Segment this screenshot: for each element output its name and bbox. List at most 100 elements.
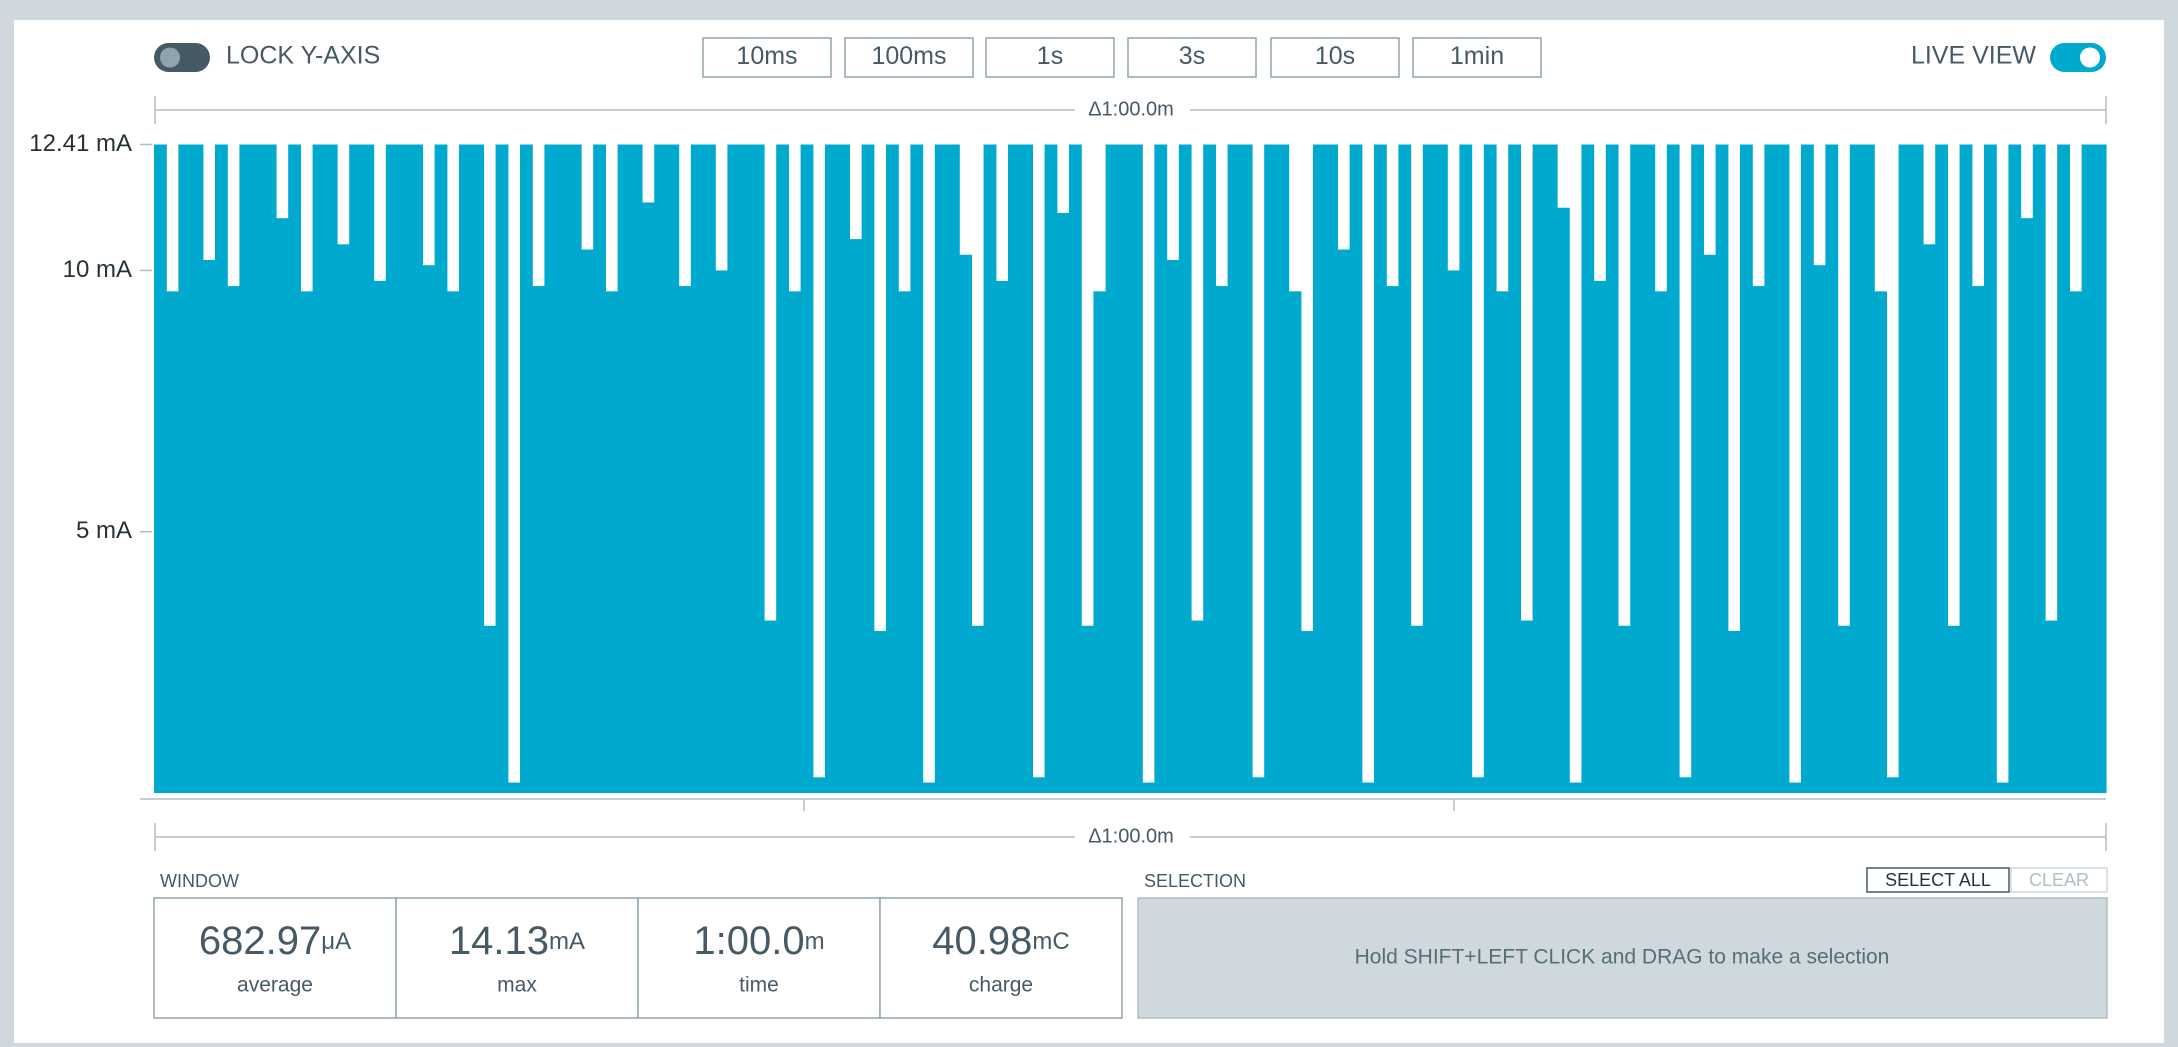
bar (1142, 782, 1155, 793)
bar (1349, 144, 1363, 793)
clear-text: CLEAR (2029, 870, 2089, 890)
time-button[interactable]: 10s (1270, 37, 1400, 78)
live-toggle[interactable] (2050, 43, 2106, 72)
bar (617, 144, 631, 793)
bar (1569, 782, 1582, 793)
bar (1361, 782, 1375, 793)
bar (642, 202, 655, 794)
bar (190, 144, 204, 793)
bar (605, 291, 619, 793)
bar (507, 782, 521, 793)
bar (1154, 144, 1168, 793)
bar (312, 144, 326, 793)
live-label: LIVE VIEW (1911, 42, 2036, 70)
bar (1581, 144, 1595, 793)
time-button[interactable]: 1s (985, 37, 1115, 78)
bar (288, 144, 301, 793)
plot: 5 mA 10 mA 12.41 mA (29, 130, 2107, 794)
button-frame (1412, 37, 1542, 78)
bar (751, 144, 765, 793)
bar (1544, 144, 1558, 793)
bar (385, 144, 399, 793)
bar (1130, 144, 1143, 793)
bar (2020, 218, 2034, 794)
time-button[interactable]: 10ms (702, 37, 832, 78)
bar (1252, 777, 1265, 793)
bar (1032, 777, 1046, 793)
bar (349, 144, 362, 793)
stat-unit: μA (321, 928, 351, 955)
bottom-delta: Δ1:00.0m (1088, 825, 1174, 847)
bar (922, 782, 936, 793)
bar (1105, 144, 1119, 793)
bar (934, 144, 948, 793)
bar (800, 144, 814, 793)
bar (1520, 620, 1534, 793)
clear-button[interactable]: CLEAR (2010, 867, 2108, 893)
time-button[interactable]: 1min (1412, 37, 1542, 78)
bar (1325, 144, 1338, 793)
bar (971, 625, 985, 793)
bar (1984, 144, 1997, 793)
bar (581, 249, 594, 794)
bar (1715, 144, 1729, 793)
button-frame (1270, 37, 1400, 78)
bar (1557, 207, 1570, 794)
bar (1642, 144, 1656, 793)
selection-box[interactable] (1137, 897, 2108, 1019)
bar (1459, 144, 1473, 793)
bar (1008, 144, 1021, 793)
bar (1862, 144, 1875, 793)
y-tick-label: 12.41 mA (29, 130, 132, 157)
x-axis (140, 798, 2106, 811)
time-button[interactable]: 3s (1127, 37, 1257, 78)
bar (739, 144, 753, 793)
stat-number: 682.97 (199, 919, 321, 963)
bar (959, 254, 972, 793)
bar (324, 144, 338, 793)
bar (1300, 631, 1314, 793)
y-tick-label: 10 mA (63, 256, 132, 283)
bar (1044, 144, 1058, 793)
bar (178, 144, 192, 793)
bar (215, 144, 228, 793)
bar (1666, 144, 1680, 793)
bar (2069, 291, 2083, 793)
button-text: 1s (1037, 42, 1063, 70)
bar (1069, 144, 1082, 793)
bar (678, 286, 692, 793)
stat-unit: mC (1032, 928, 1069, 955)
bar (1593, 280, 1607, 793)
button-frame (1866, 867, 2010, 893)
button-frame (1127, 37, 1257, 78)
bar (947, 144, 960, 793)
bar (1203, 144, 1216, 793)
bar (361, 144, 375, 793)
bar (1740, 144, 1753, 793)
button-frame (985, 37, 1115, 78)
bar (373, 280, 387, 793)
bar (654, 144, 667, 793)
bar (1849, 144, 1863, 793)
lock-toggle[interactable] (154, 43, 210, 72)
bar (2008, 144, 2022, 793)
stat-value: 682.97μA (199, 919, 351, 963)
bar (1020, 144, 1033, 793)
bar (1483, 144, 1497, 793)
bar (239, 144, 253, 793)
stat-cell (395, 897, 639, 1019)
bar (995, 280, 1009, 793)
bar (1264, 144, 1277, 793)
stat-unit: m (805, 928, 825, 955)
stat-caption: average (237, 974, 313, 997)
bar (300, 291, 314, 793)
stat-number: 1:00.0 (693, 919, 804, 963)
bar (886, 144, 899, 793)
button-text: 100ms (871, 42, 946, 70)
stat-number: 40.98 (932, 919, 1032, 963)
bar (568, 144, 582, 793)
select-all-button[interactable]: SELECT ALL (1866, 867, 2010, 893)
stat-number: 14.13 (449, 919, 549, 963)
time-button[interactable]: 100ms (844, 37, 974, 78)
